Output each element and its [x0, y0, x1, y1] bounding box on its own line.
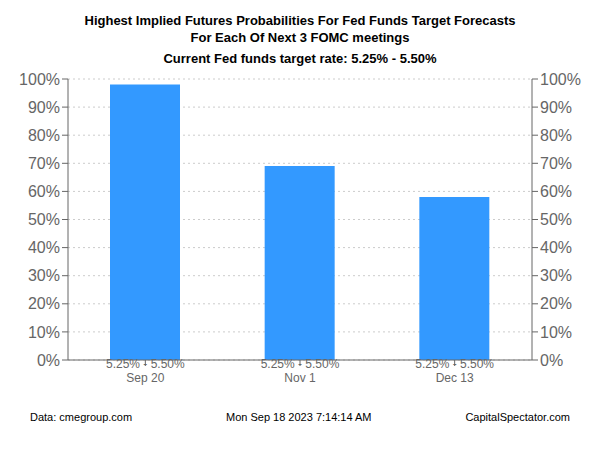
svg-text:80%: 80% — [540, 127, 572, 144]
html-text:Data: cmegroup.com: Data: cmegroup.com — [30, 411, 133, 423]
html-text:Mon Sep 18 2023 7:14:14 AM: Mon Sep 18 2023 7:14:14 AM — [226, 411, 372, 423]
svg-text:90%: 90% — [540, 99, 572, 116]
svg-text:60%: 60% — [540, 183, 572, 200]
svg-text:5.25% - 5.50%Dec 13: 5.25% - 5.50%Dec 13 — [415, 357, 494, 385]
svg-text:0%: 0% — [37, 352, 60, 369]
svg-text:100%: 100% — [540, 71, 581, 88]
svg-text:70%: 70% — [28, 155, 60, 172]
html-text:Current Fed funds target rate:: Current Fed funds target rate: 5.25% - 5… — [163, 51, 437, 66]
svg-text:90%: 90% — [28, 99, 60, 116]
svg-text:20%: 20% — [540, 295, 572, 312]
svg-text:100%: 100% — [19, 71, 60, 88]
svg-text:40%: 40% — [28, 239, 60, 256]
svg-text:10%: 10% — [28, 324, 60, 341]
svg-text:20%: 20% — [28, 295, 60, 312]
svg-text:80%: 80% — [28, 127, 60, 144]
svg-text:50%: 50% — [540, 211, 572, 228]
html-text:For Each Of Next 3 FOMC meetin: For Each Of Next 3 FOMC meetings — [190, 30, 410, 45]
svg-text:30%: 30% — [28, 267, 60, 284]
svg-text:60%: 60% — [28, 183, 60, 200]
svg-text:30%: 30% — [540, 267, 572, 284]
svg-text:50%: 50% — [28, 211, 60, 228]
html-text:Highest Implied Futures Probab: Highest Implied Futures Probabilities Fo… — [84, 13, 516, 28]
svg-text:10%: 10% — [540, 324, 572, 341]
svg-text:70%: 70% — [540, 155, 572, 172]
svg-text:5.25% - 5.50%Sep 20: 5.25% - 5.50%Sep 20 — [106, 357, 185, 385]
html-text:CapitalSpectator.com: CapitalSpectator.com — [465, 411, 570, 423]
svg-text:40%: 40% — [540, 239, 572, 256]
svg-text:0%: 0% — [540, 352, 563, 369]
svg-text:5.25% - 5.50%Nov 1: 5.25% - 5.50%Nov 1 — [261, 357, 340, 385]
